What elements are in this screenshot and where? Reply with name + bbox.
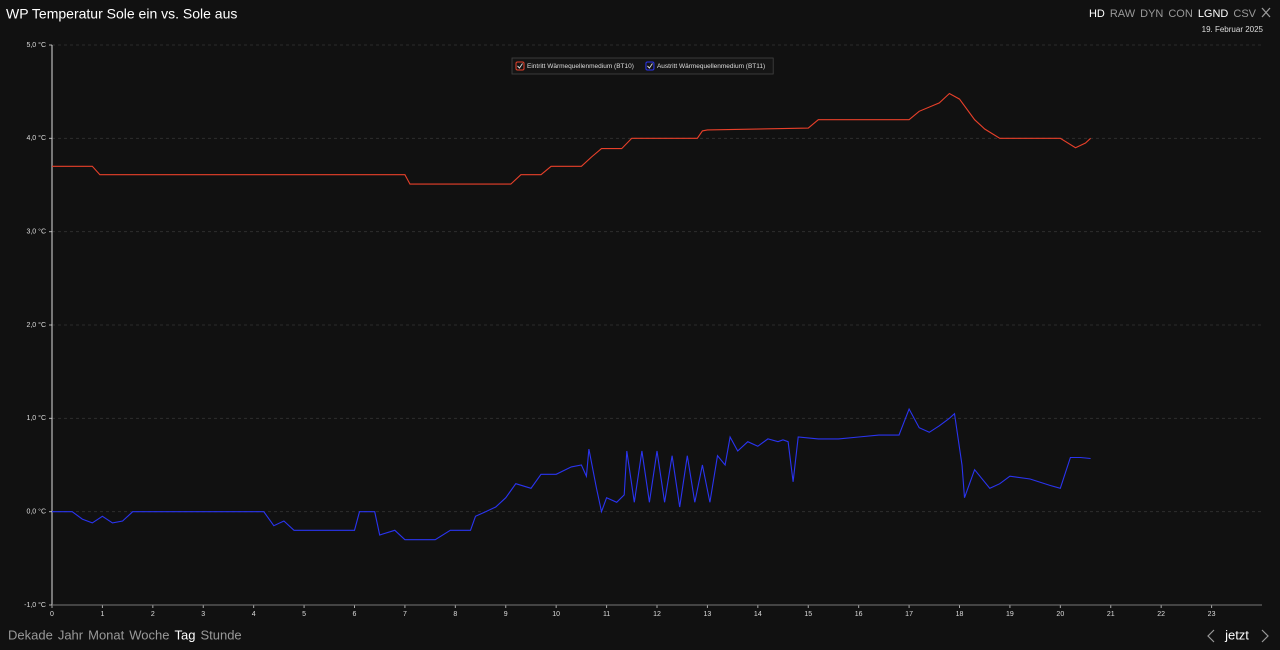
range-button[interactable]: Jahr <box>58 627 84 642</box>
x-tick-label: 22 <box>1157 611 1165 618</box>
now-button[interactable]: jetzt <box>1224 627 1249 642</box>
x-tick-label: 21 <box>1107 611 1115 618</box>
x-tick-label: 14 <box>754 611 762 618</box>
x-tick-label: 2 <box>151 611 155 618</box>
x-tick-label: 3 <box>201 611 205 618</box>
x-tick-label: 13 <box>704 611 712 618</box>
range-button[interactable]: Tag <box>174 627 195 642</box>
x-tick-label: 5 <box>302 611 306 618</box>
x-tick-label: 1 <box>100 611 104 618</box>
y-tick-label: 2,0 °C <box>26 321 46 329</box>
series-line <box>52 407 1091 541</box>
series-line <box>52 92 1091 185</box>
close-button[interactable] <box>1261 7 1271 18</box>
x-tick-label: 0 <box>50 611 54 618</box>
legend-label: Eintritt Wärmequellenmedium (BT10) <box>527 63 634 70</box>
legend-check <box>647 63 653 69</box>
toolbar-button[interactable]: HD <box>1089 8 1105 20</box>
x-tick-label: 15 <box>804 611 812 618</box>
range-button[interactable]: Dekade <box>8 627 53 642</box>
y-tick-label: 3,0 °C <box>26 228 46 236</box>
legend-check <box>517 63 523 69</box>
y-tick-label: 1,0 °C <box>26 414 46 422</box>
toolbar-button[interactable]: CSV <box>1233 8 1256 20</box>
x-tick-label: 11 <box>603 611 610 618</box>
legend-box <box>511 57 774 75</box>
legend-checkbox[interactable] <box>645 61 655 71</box>
x-tick-label: 10 <box>552 611 560 618</box>
date-label: 19. Februar 2025 <box>1202 25 1264 34</box>
legend-label: Austritt Wärmequellenmedium (BT11) <box>657 63 765 70</box>
toolbar-button[interactable]: DYN <box>1140 8 1163 20</box>
x-tick-label: 7 <box>403 611 407 618</box>
legend-checkbox[interactable] <box>515 61 525 71</box>
y-tick-label: -1,0 °C <box>24 601 46 609</box>
x-tick-label: 17 <box>905 611 913 618</box>
toolbar-button[interactable]: LGND <box>1198 8 1229 20</box>
y-tick-label: 5,0 °C <box>26 41 46 49</box>
y-tick-label: 4,0 °C <box>26 134 46 142</box>
x-tick-label: 8 <box>453 611 457 618</box>
prev-arrow[interactable] <box>1207 629 1215 643</box>
x-tick-label: 20 <box>1056 611 1064 618</box>
x-tick-label: 12 <box>653 611 661 618</box>
x-tick-label: 19 <box>1006 611 1014 618</box>
toolbar-button[interactable]: CON <box>1168 8 1193 20</box>
x-tick-label: 18 <box>956 611 964 618</box>
range-button[interactable]: Monat <box>88 627 125 642</box>
toolbar-button[interactable]: RAW <box>1110 8 1136 20</box>
x-tick-label: 9 <box>504 611 508 618</box>
x-tick-label: 4 <box>252 611 256 618</box>
range-button[interactable]: Stunde <box>200 627 241 642</box>
y-tick-label: 0,0 °C <box>26 508 46 516</box>
chart-title: WP Temperatur Sole ein vs. Sole aus <box>6 6 237 22</box>
x-tick-label: 6 <box>353 611 357 618</box>
x-tick-label: 23 <box>1208 611 1216 618</box>
legend: Eintritt Wärmequellenmedium (BT10) Austri… <box>511 57 774 75</box>
next-arrow[interactable] <box>1261 629 1269 643</box>
x-tick-label: 16 <box>855 611 863 618</box>
range-button[interactable]: Woche <box>129 627 169 642</box>
